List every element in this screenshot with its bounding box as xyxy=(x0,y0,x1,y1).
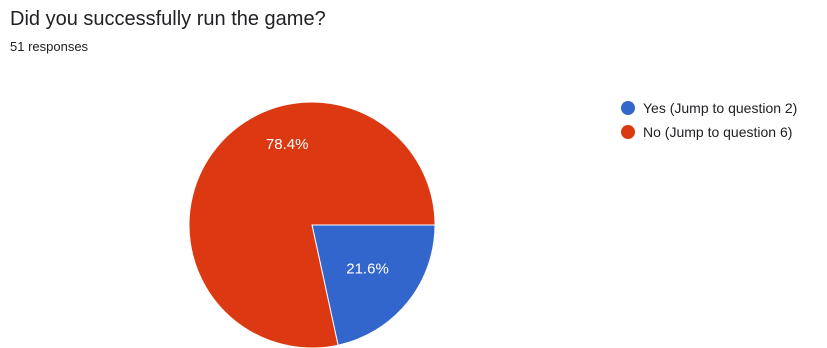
pie-slice-yes[interactable] xyxy=(311,224,436,346)
legend: Yes (Jump to question 2) No (Jump to que… xyxy=(621,99,797,147)
slice-label-yes: 21.6% xyxy=(346,261,389,278)
legend-swatch-yes xyxy=(621,101,635,115)
legend-item-no[interactable]: No (Jump to question 6) xyxy=(621,123,797,141)
pie-slice-no[interactable] xyxy=(188,101,436,348)
legend-swatch-no xyxy=(621,125,635,139)
slice-label-no: 78.4% xyxy=(266,136,309,153)
response-count: 51 responses xyxy=(10,39,89,54)
legend-label-yes: Yes (Jump to question 2) xyxy=(643,100,798,116)
legend-item-yes[interactable]: Yes (Jump to question 2) xyxy=(621,99,797,117)
question-title: Did you successfully run the game? xyxy=(10,8,326,30)
legend-label-no: No (Jump to question 6) xyxy=(643,124,793,140)
